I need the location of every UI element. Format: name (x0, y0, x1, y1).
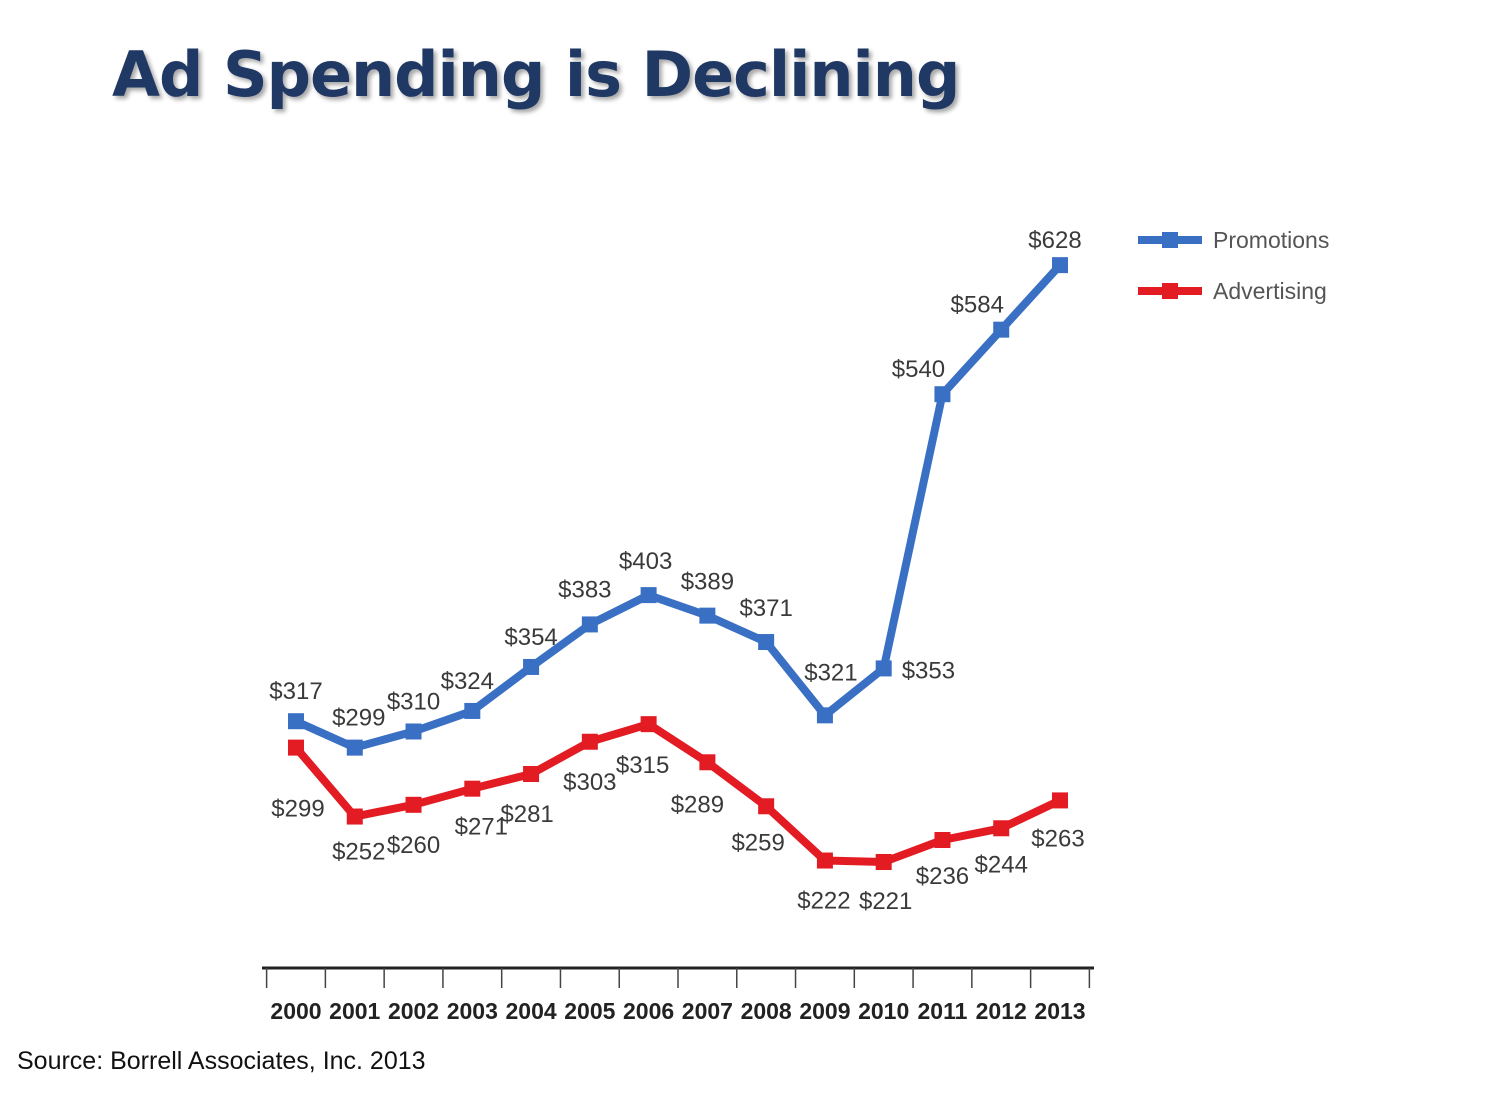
promotions-point (405, 723, 422, 740)
advertising-point (464, 780, 481, 797)
promotions-data-label: $371 (739, 595, 792, 622)
promotions-data-label: $299 (332, 705, 385, 732)
advertising-data-label: $281 (500, 801, 553, 828)
x-tick-label: 2012 (976, 998, 1027, 1024)
x-tick-label: 2013 (1034, 998, 1085, 1024)
x-tick-label: 2001 (329, 998, 380, 1024)
x-tick-label: 2010 (858, 998, 909, 1024)
promotions-point (699, 607, 716, 624)
advertising-point (934, 832, 951, 849)
promotions-data-label: $310 (387, 688, 440, 715)
advertising-data-label: $303 (563, 769, 616, 796)
legend-label: Advertising (1213, 278, 1327, 304)
promotions-data-label: $389 (681, 569, 734, 596)
x-tick-label: 2005 (564, 998, 615, 1024)
x-tick-label: 2003 (447, 998, 498, 1024)
advertising-point (523, 766, 540, 783)
chart-series: $317$299$310$324$354$383$403$389$371$321… (269, 227, 1084, 915)
advertising-point (640, 716, 657, 733)
x-tick-label: 2002 (388, 998, 439, 1024)
advertising-series: $299 $252 $260 $271$281 $303$315$289 $259 $222… (271, 716, 1085, 915)
x-tick-label: 2004 (505, 998, 556, 1024)
promotions-data-label: $324 (441, 668, 494, 695)
advertising-data-label: $299 (271, 796, 324, 823)
advertising-point (405, 796, 422, 813)
advertising-point (993, 820, 1010, 837)
promotions-point (464, 702, 481, 719)
promotions-point (875, 660, 892, 677)
promotions-line (292, 261, 1064, 752)
promotions-point (581, 616, 598, 633)
advertising-point (1052, 792, 1068, 809)
x-tick-label: 2008 (741, 998, 792, 1024)
promotions-point (934, 386, 951, 403)
source-note: Source: Borrell Associates, Inc. 2013 (17, 1047, 426, 1075)
advertising-line (292, 720, 1064, 867)
x-tick-label: 2007 (682, 998, 733, 1024)
advertising-data-label: $263 (1031, 825, 1084, 852)
advertising-data-label: $289 (671, 791, 724, 818)
promotions-point (523, 658, 540, 675)
advertising-point (346, 808, 363, 825)
advertising-data-label: $222 (797, 888, 850, 915)
x-axis: 2000 2001 2002 2003 2004 2005 2006 2007 2008 2009… (262, 966, 1094, 1024)
x-tick-label: 2000 (270, 998, 321, 1024)
advertising-point (758, 798, 775, 815)
advertising-point (581, 733, 598, 750)
chart-legend: Promotions Advertising (1138, 227, 1329, 304)
promotions-data-label: $540 (892, 356, 945, 383)
x-tick-label: 2006 (623, 998, 674, 1024)
promotions-data-label: $383 (558, 576, 611, 603)
promotions-point (993, 321, 1010, 338)
advertising-point (288, 739, 304, 756)
advertising-point (875, 854, 892, 871)
x-tick-label: 2009 (799, 998, 850, 1024)
advertising-data-label: $260 (387, 832, 440, 859)
slide-title: Ad Spending is Declining (112, 38, 960, 111)
x-tick-label: 2011 (918, 998, 968, 1024)
promotions-point (346, 739, 363, 756)
promotions-point (816, 707, 833, 724)
advertising-data-label: $315 (616, 752, 669, 779)
advertising-data-label: $244 (975, 851, 1028, 878)
advertising-point (816, 852, 833, 869)
legend-item-promotions: Promotions (1138, 227, 1329, 253)
legend-swatch-marker (1162, 283, 1178, 299)
promotions-data-label: $353 (902, 657, 955, 684)
promotions-point (640, 587, 657, 604)
advertising-data-label: $271 (455, 814, 508, 841)
promotions-point (1052, 257, 1068, 274)
advertising-data-label: $221 (859, 888, 912, 915)
promotions-data-label: $354 (504, 624, 557, 651)
promotions-data-label: $321 (804, 659, 857, 686)
promotions-data-label: $403 (619, 548, 672, 575)
legend-swatch-marker (1162, 232, 1178, 248)
promotions-series: $317 $299$310$324 $354$383 $403 $389$371 $321… (269, 227, 1082, 756)
promotions-data-label: $317 (269, 678, 322, 705)
legend-label: Promotions (1213, 227, 1329, 253)
advertising-data-label: $252 (332, 839, 385, 866)
advertising-point (699, 754, 716, 771)
promotions-point (288, 713, 304, 730)
advertising-data-label: $259 (731, 829, 784, 856)
promotions-point (758, 634, 775, 651)
promotions-data-label: $584 (951, 292, 1004, 319)
legend-item-advertising: Advertising (1138, 278, 1327, 304)
promotions-data-label: $628 (1028, 227, 1081, 254)
advertising-data-label: $236 (916, 863, 969, 890)
